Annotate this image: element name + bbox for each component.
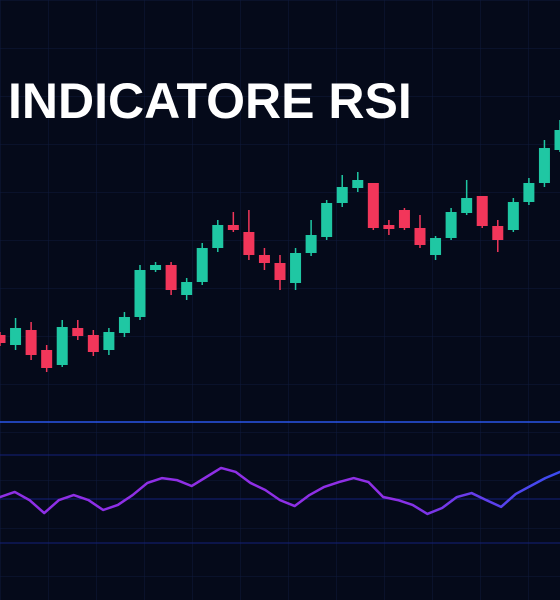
candle-body [367,183,379,228]
candle [352,172,364,192]
candle-body [165,265,177,290]
candle-body [492,226,504,240]
candle [243,210,255,260]
candle [367,183,379,230]
candle [258,248,270,270]
candle-body [290,253,302,283]
candle [274,255,286,290]
rsi-line [0,466,560,516]
candle-body [72,328,84,336]
candle [383,220,395,235]
candle-body [103,332,115,350]
candle-body [227,225,239,230]
candle-body [56,327,68,365]
candle [290,248,302,290]
candle-body [0,335,6,343]
candle [0,332,6,346]
candle [10,318,22,350]
candle-body [383,225,395,229]
candle-body [87,335,99,352]
candle-body [430,238,442,255]
candle [321,200,333,240]
candle [103,328,115,355]
candle-body [476,196,488,226]
candle [336,175,348,207]
candle-body [414,228,426,245]
candle [476,196,488,228]
candle-body [181,282,193,295]
candle-body [305,235,317,253]
candle-body [321,203,333,237]
candle [305,220,317,256]
candle-body [134,270,146,317]
candle-body [258,255,270,263]
candle-body [352,180,364,188]
candle-body [41,350,53,368]
candle-body [274,263,286,280]
candle-body [10,328,22,345]
chart-title: INDICATORE RSI [8,73,412,129]
candle [25,322,37,360]
candle [72,320,84,340]
candle [181,278,193,300]
candle [41,345,53,372]
candle [212,220,224,252]
candle-body [554,130,560,150]
candle-body [445,212,457,238]
candle [196,243,208,285]
candle-body [150,265,162,270]
candle [430,236,442,260]
candle-body [243,232,255,255]
candle [445,208,457,240]
candle [461,180,473,215]
candle [398,208,410,230]
candle-body [461,198,473,213]
candle [87,330,99,356]
candle [118,312,130,337]
candle-body [523,183,535,202]
candle [414,215,426,248]
candle [227,212,239,232]
candle [538,140,550,187]
candle [507,198,519,232]
candle-body [398,210,410,228]
candle-body [212,225,224,248]
candle-body [507,202,519,230]
candle-body [538,148,550,183]
candle-body [196,248,208,282]
candle-body [25,330,37,355]
candle [523,178,535,205]
candle [554,120,560,152]
candle [56,320,68,367]
candle-body [336,187,348,203]
candle [165,262,177,295]
candle-body [118,317,130,333]
candle [150,262,162,272]
candle [134,265,146,320]
candle [492,220,504,252]
